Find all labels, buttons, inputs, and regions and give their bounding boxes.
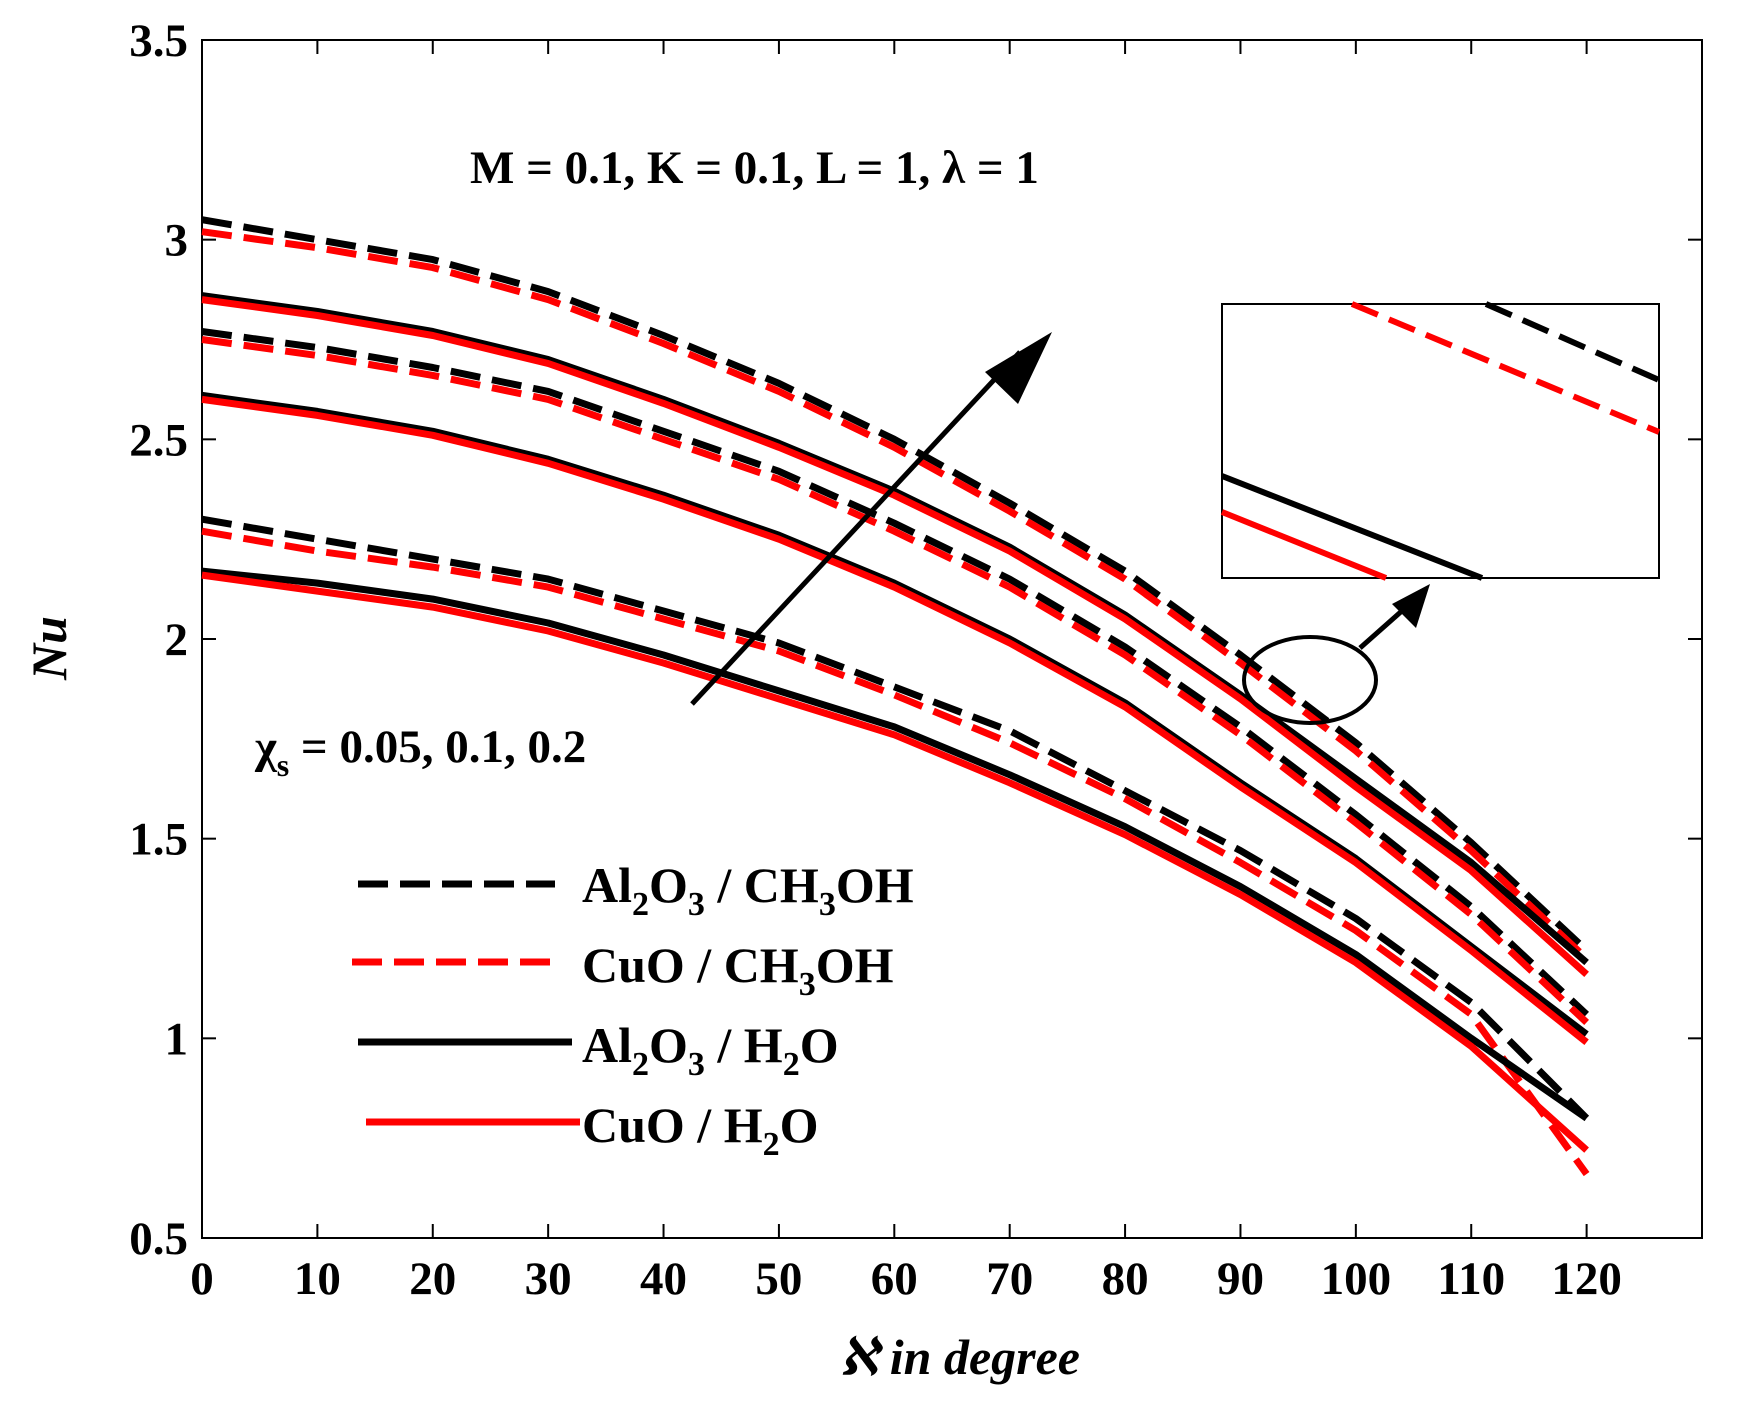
x-tick-label: 100 [1321, 1253, 1392, 1305]
chi-values: = 0.05, 0.1, 0.2 [289, 721, 586, 773]
legend-label-cuo-h2o: CuO / H2O [582, 1097, 819, 1163]
y-tick-label: 1.5 [129, 814, 188, 866]
inset-line-al2o3-h2o [1220, 473, 1484, 581]
zoom-ellipse [1242, 635, 1378, 725]
x-axis-label: ℵ in degree [840, 1329, 1080, 1385]
x-tick-label: 20 [409, 1253, 456, 1305]
chi-subscript: s [277, 747, 289, 783]
x-tick-label: 120 [1551, 1253, 1622, 1305]
x-tick-label: 80 [1102, 1253, 1149, 1305]
series-line-0 [201, 515, 1590, 1121]
series-line-11 [201, 296, 1589, 978]
inset-line-cuo-h2o [1220, 509, 1388, 581]
legend-label-al2o3-ch3oh: Al2O3 / CH3OH [582, 857, 914, 923]
zoom-arrowhead [1392, 584, 1430, 628]
x-tick-label: 30 [525, 1253, 572, 1305]
inset-line-al2o3-ch3oh [1484, 301, 1661, 383]
series-line-4 [201, 328, 1589, 1017]
curves [201, 216, 1590, 1177]
x-tick-label: 0 [190, 1253, 214, 1305]
x-tick-label: 90 [1217, 1253, 1264, 1305]
inset-line-cuo-ch3oh [1350, 301, 1661, 435]
y-tick-label: 1 [165, 1013, 189, 1065]
x-tick-label: 50 [755, 1253, 802, 1305]
plot-frame [201, 39, 1703, 1239]
x-tick-label: 70 [986, 1253, 1033, 1305]
series-line-2 [201, 567, 1589, 1122]
x-tick-label: 10 [294, 1253, 341, 1305]
y-tick-label: 2.5 [129, 414, 188, 466]
parameter-annotation: M = 0.1, K = 0.1, L = 1, λ = 1 [470, 142, 1039, 194]
y-tick-label: 3.5 [129, 15, 188, 67]
series-line-7 [201, 395, 1589, 1046]
chi-symbol: χ [254, 721, 278, 773]
trend-arrow [690, 350, 1022, 706]
legend-label-al2o3-h2o: Al2O3 / H2O [582, 1017, 839, 1083]
inset-box [1221, 303, 1660, 579]
series-line-1 [201, 527, 1590, 1177]
y-tick-label: 2 [165, 614, 189, 666]
legend: Al2O3 / CH3OH CuO / CH3OH Al2O3 / H2O Cu… [352, 857, 914, 1163]
series-line-8 [201, 216, 1589, 954]
x-tick-label: 40 [640, 1253, 687, 1305]
x-tick-label: 110 [1437, 1253, 1505, 1305]
ticks: 0 10 20 30 40 50 60 70 80 90 100 110 120 0.5 1 1.5 2 2.5 3… [129, 15, 1702, 1305]
series-line-5 [201, 336, 1589, 1025]
series-line-10 [201, 292, 1589, 966]
y-tick-label: 3 [165, 215, 189, 267]
chi-label: χs = 0.05, 0.1, 0.2 [254, 721, 586, 783]
trend-arrowhead [985, 332, 1052, 404]
x-tick-label: 60 [871, 1253, 918, 1305]
legend-label-cuo-ch3oh: CuO / CH3OH [582, 937, 894, 1003]
series-line-9 [201, 228, 1589, 962]
y-axis-label: Nu [21, 616, 77, 681]
series-line-3 [201, 571, 1589, 1153]
y-tick-label: 0.5 [129, 1213, 188, 1265]
